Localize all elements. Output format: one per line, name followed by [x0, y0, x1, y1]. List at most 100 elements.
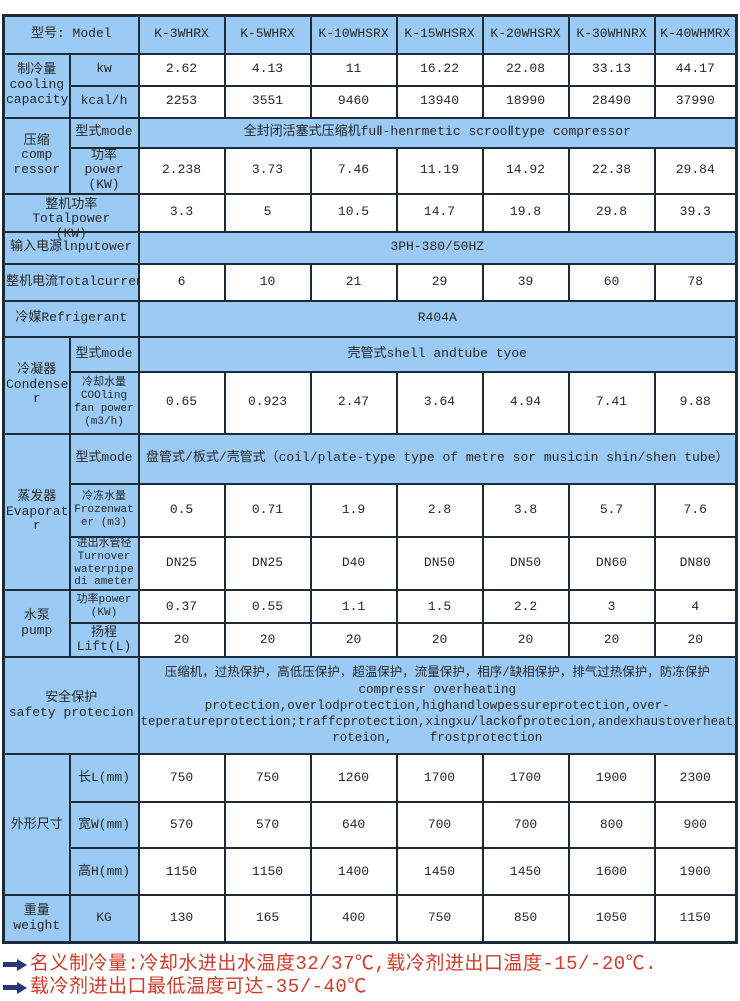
value-cell: 18990: [481, 84, 570, 119]
table-row: 安全保护 safety protecion 压缩机，过热保护，高低压保护，超温保护…: [2, 656, 738, 756]
value-cell: 700: [481, 801, 570, 850]
value-cell: 14.92: [481, 146, 570, 195]
value-cell: 7.6: [653, 482, 738, 538]
value-cell: 29.84: [653, 146, 738, 195]
value-cell: 11.19: [395, 146, 484, 195]
value-cell: 7.41: [567, 370, 656, 435]
value-cell: DN80: [653, 535, 738, 592]
table-row: kcal/h 2253 3551 9460 13940 18990 28490 37990: [4, 84, 738, 119]
value-cell: 4: [653, 589, 738, 625]
value-cell: 16.22: [395, 52, 484, 87]
table-row: 重量 weight KG 130 165 400 750 850 1050 1150: [2, 894, 738, 944]
value-cell: 700: [395, 801, 484, 850]
value-cell: 0.55: [223, 589, 312, 625]
label-cell: 3PH-380/50HZ: [137, 230, 738, 265]
note-text: 载冷剂进出口最低温度可达-35/-40℃: [30, 975, 367, 998]
value-cell: 5: [223, 192, 312, 233]
label-cell: 冷冻水量 Frozenwat er (m3): [68, 482, 140, 538]
table-row: 冷媒Refrigerant R404A: [2, 299, 738, 338]
value-cell: 570: [137, 801, 226, 850]
label-cell: kcal/h: [68, 84, 140, 119]
value-cell: 20: [395, 622, 484, 659]
table-row: 进出水管径 Turnover waterpipe di ameter DN25 DN…: [4, 535, 738, 592]
value-cell: 14.7: [395, 192, 484, 233]
value-cell: 9460: [309, 84, 398, 119]
value-cell: 13940: [395, 84, 484, 119]
value-cell: 1400: [309, 847, 398, 897]
table-row: 冷却水量 COOling fan power (m3/h) 0.65 0.923 2.…: [4, 370, 738, 435]
value-cell: 33.13: [567, 52, 656, 87]
value-cell: 1.1: [309, 589, 398, 625]
model-name-cell: K-30WHNRX: [567, 14, 656, 55]
value-cell: 1050: [567, 894, 656, 944]
label-cell: 扬程 Lift(L): [68, 622, 140, 659]
model-row-header: 型号: Model: [2, 14, 140, 55]
label-cell: 盘管式/板式/壳管式（coil/plate-type type of metre…: [137, 432, 738, 485]
value-cell: 1900: [653, 847, 738, 897]
right-arrow-icon: [3, 958, 27, 971]
value-cell: 800: [567, 801, 656, 850]
value-cell: 2.2: [481, 589, 570, 625]
label-cell: 功率 power (KW): [68, 146, 140, 195]
value-cell: 1900: [567, 753, 656, 804]
value-cell: 10: [223, 262, 312, 302]
value-cell: 1150: [137, 847, 226, 897]
label-cell: 型式mode: [68, 116, 140, 149]
right-arrow-icon: [3, 981, 27, 994]
value-cell: 3.64: [395, 370, 484, 435]
model-name-cell: K-40WHMRX: [653, 14, 738, 55]
value-cell: 1150: [223, 847, 312, 897]
table-row: 压缩 comp ressor 型式mode 全封闭活塞式压缩机fuⅡ-henrmet…: [2, 116, 738, 195]
footer-notes: 名义制冷量:冷却水进出水温度32/37℃,载冷剂进出口温度-15/-20℃. 载…: [3, 952, 740, 998]
value-cell: 1700: [481, 753, 570, 804]
label-cell: 整机电流Totalcurrent(A): [2, 262, 140, 302]
value-cell: 20: [137, 622, 226, 659]
label-cell: 高H(mm): [68, 847, 140, 897]
value-cell: 3: [567, 589, 656, 625]
value-cell: 1700: [395, 753, 484, 804]
value-cell: 22.38: [567, 146, 656, 195]
value-cell: 165: [223, 894, 312, 944]
value-cell: 6: [137, 262, 226, 302]
value-cell: 4.13: [223, 52, 312, 87]
value-cell: 750: [137, 753, 226, 804]
value-cell: 22.08: [481, 52, 570, 87]
value-cell: 2.8: [395, 482, 484, 538]
value-cell: 1260: [309, 753, 398, 804]
value-cell: DN60: [567, 535, 656, 592]
label-cell: 水泵 pump: [2, 589, 71, 659]
value-cell: 29: [395, 262, 484, 302]
value-cell: 3.8: [481, 482, 570, 538]
value-cell: 19.8: [481, 192, 570, 233]
value-cell: 4.94: [481, 370, 570, 435]
value-cell: 7.46: [309, 146, 398, 195]
value-cell: D40: [309, 535, 398, 592]
spec-sheet-page: { "colors": { "header_bg": "#9bcbf5", "b…: [0, 14, 740, 1001]
label-cell: 外形尺寸: [2, 753, 71, 897]
label-cell: 整机功率 Totalpower (KW): [2, 192, 140, 241]
label-cell: 功率power (KW): [68, 589, 140, 625]
value-cell: 3.3: [137, 192, 226, 233]
table-row: 外形尺寸 长L(mm) 750 750 1260 1700 1700 1900 2300: [2, 753, 738, 897]
value-cell: 44.17: [653, 52, 738, 87]
model-name-cell: K-3WHRX: [137, 14, 226, 55]
table-row: 整机功率 Totalpower (KW) 3.3 5 10.5 14.7 19.8 29.8…: [2, 192, 738, 241]
model-name-cell: K-5WHRX: [223, 14, 312, 55]
label-cell: 冷却水量 COOling fan power (m3/h): [68, 370, 140, 435]
table-row: 功率 power (KW) 2.238 3.73 7.46 11.19 14.92 22.3…: [4, 146, 738, 195]
value-cell: 10.5: [309, 192, 398, 233]
table-row: 宽W(mm) 570 570 640 700 700 800 900: [4, 801, 738, 850]
value-cell: 20: [309, 622, 398, 659]
note-text: 名义制冷量:冷却水进出水温度32/37℃,载冷剂进出口温度-15/-20℃.: [30, 952, 658, 975]
value-cell: 11: [309, 52, 398, 87]
chiller-spec-table: 型号: Model K-3WHRX K-5WHRX K-10WHSRX K-15WHSR…: [2, 14, 738, 944]
label-cell: 重量 weight: [2, 894, 71, 944]
value-cell: 78: [653, 262, 738, 302]
label-cell: KG: [68, 894, 140, 944]
model-name-cell: K-15WHSRX: [395, 14, 484, 55]
label-cell: 型式mode: [68, 335, 140, 373]
value-cell: 750: [223, 753, 312, 804]
model-name-cell: K-20WHSRX: [481, 14, 570, 55]
value-cell: 1.9: [309, 482, 398, 538]
